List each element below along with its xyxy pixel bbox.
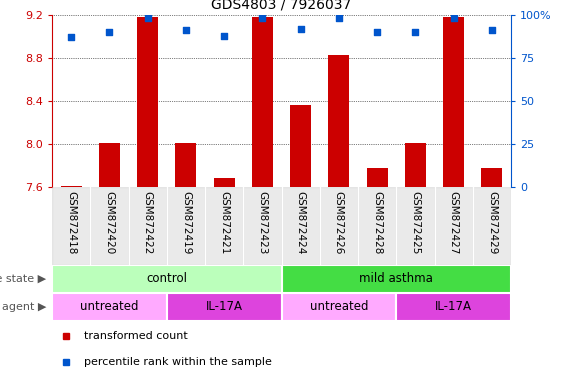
Bar — [205, 187, 243, 265]
Text: GSM872429: GSM872429 — [487, 191, 497, 254]
Text: transformed count: transformed count — [84, 331, 188, 341]
Point — [220, 33, 229, 39]
Bar — [52, 187, 90, 265]
Bar — [90, 187, 128, 265]
Bar — [328, 55, 350, 187]
Point — [105, 29, 114, 35]
Text: GSM872425: GSM872425 — [410, 191, 421, 254]
Bar — [320, 187, 358, 265]
Bar — [61, 186, 82, 187]
Text: GSM872418: GSM872418 — [66, 191, 76, 254]
Point — [449, 15, 458, 22]
Text: untreated: untreated — [310, 301, 368, 313]
Bar — [367, 168, 388, 187]
Bar — [167, 187, 205, 265]
Bar — [52, 293, 167, 321]
Point — [411, 29, 420, 35]
Bar — [405, 143, 426, 187]
Text: GSM872424: GSM872424 — [296, 191, 306, 254]
Text: GSM872420: GSM872420 — [104, 191, 114, 254]
Text: GDS4803 / 7926037: GDS4803 / 7926037 — [211, 0, 352, 11]
Text: agent ▶: agent ▶ — [2, 302, 46, 312]
Point — [488, 27, 497, 33]
Text: mild asthma: mild asthma — [359, 273, 433, 285]
Point — [373, 29, 382, 35]
Point — [334, 15, 343, 22]
Text: IL-17A: IL-17A — [435, 301, 472, 313]
Bar — [52, 265, 282, 293]
Bar — [167, 293, 282, 321]
Point — [143, 15, 152, 22]
Bar — [213, 179, 235, 187]
Text: GSM872421: GSM872421 — [219, 191, 229, 254]
Bar — [481, 168, 502, 187]
Text: disease state ▶: disease state ▶ — [0, 274, 46, 284]
Text: IL-17A: IL-17A — [205, 301, 243, 313]
Text: GSM872419: GSM872419 — [181, 191, 191, 254]
Bar — [282, 265, 511, 293]
Point — [296, 26, 305, 32]
Text: untreated: untreated — [80, 301, 138, 313]
Bar — [99, 143, 120, 187]
Bar — [435, 187, 473, 265]
Text: GSM872428: GSM872428 — [372, 191, 382, 254]
Bar — [358, 187, 396, 265]
Point — [258, 15, 267, 22]
Bar — [282, 293, 396, 321]
Bar — [396, 187, 435, 265]
Text: GSM872427: GSM872427 — [449, 191, 459, 254]
Bar — [128, 187, 167, 265]
Text: GSM872426: GSM872426 — [334, 191, 344, 254]
Bar — [473, 187, 511, 265]
Text: GSM872422: GSM872422 — [142, 191, 153, 254]
Text: control: control — [146, 273, 187, 285]
Bar — [290, 105, 311, 187]
Text: GSM872423: GSM872423 — [257, 191, 267, 254]
Bar — [252, 17, 273, 187]
Bar — [443, 17, 464, 187]
Text: percentile rank within the sample: percentile rank within the sample — [84, 357, 272, 367]
Bar — [396, 293, 511, 321]
Bar — [175, 143, 196, 187]
Bar — [243, 187, 282, 265]
Bar — [282, 187, 320, 265]
Bar — [137, 17, 158, 187]
Point — [181, 27, 190, 33]
Point — [66, 34, 75, 40]
